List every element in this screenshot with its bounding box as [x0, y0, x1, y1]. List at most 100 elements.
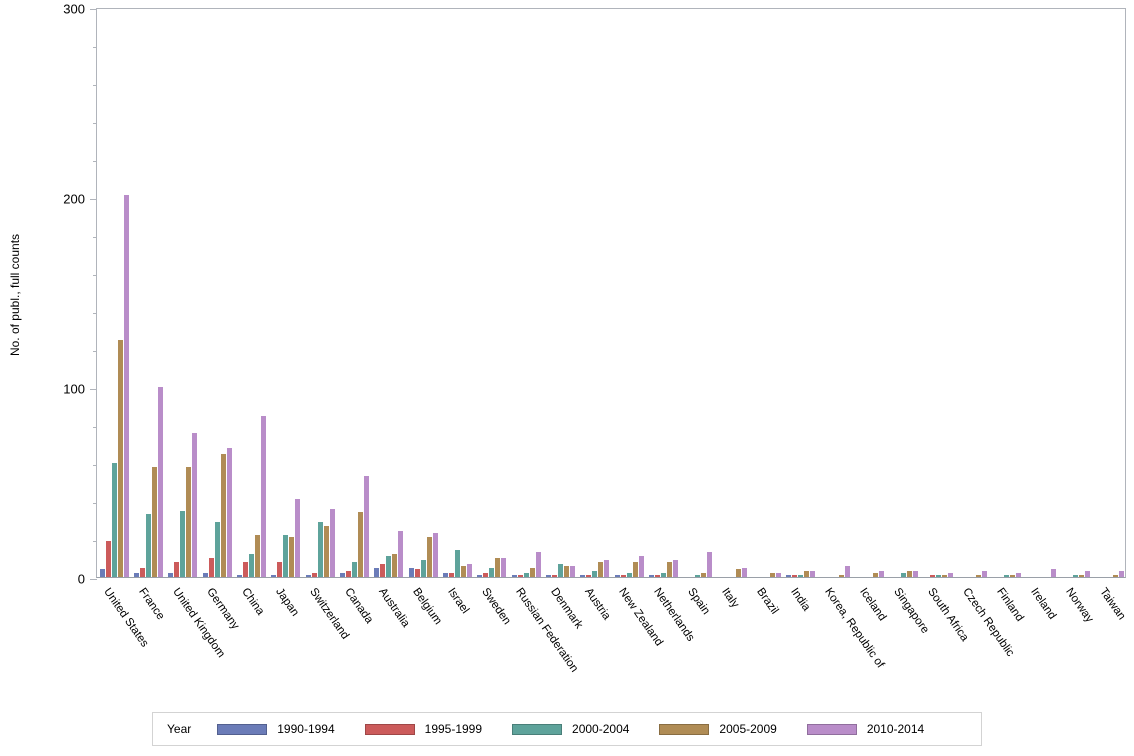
bar[interactable] — [580, 575, 586, 577]
bar[interactable] — [557, 563, 563, 577]
bar[interactable] — [151, 466, 157, 577]
bar[interactable] — [311, 573, 317, 577]
bar[interactable] — [133, 573, 139, 577]
bar[interactable] — [545, 575, 551, 577]
legend-item[interactable]: 2000-2004 — [512, 722, 629, 736]
bar[interactable] — [626, 573, 632, 577]
bar[interactable] — [586, 575, 592, 577]
bar[interactable] — [907, 571, 913, 577]
bar[interactable] — [563, 565, 569, 577]
bar[interactable] — [380, 563, 386, 577]
bar[interactable] — [592, 571, 598, 577]
bar[interactable] — [202, 573, 208, 577]
bar[interactable] — [654, 575, 660, 577]
bar[interactable] — [632, 561, 638, 577]
bar[interactable] — [295, 499, 301, 577]
bar[interactable] — [345, 571, 351, 577]
bar[interactable] — [271, 575, 277, 577]
bar[interactable] — [260, 415, 266, 577]
bar[interactable] — [913, 571, 919, 577]
bar[interactable] — [323, 525, 329, 577]
bar[interactable] — [117, 339, 123, 577]
bar[interactable] — [386, 556, 392, 577]
bar[interactable] — [844, 565, 850, 577]
bar[interactable] — [442, 573, 448, 577]
bar[interactable] — [741, 567, 747, 577]
bar[interactable] — [1113, 575, 1119, 577]
bar[interactable] — [192, 432, 198, 577]
bar[interactable] — [317, 521, 323, 577]
bar[interactable] — [477, 575, 483, 577]
bar[interactable] — [214, 521, 220, 577]
bar[interactable] — [392, 554, 398, 577]
bar[interactable] — [511, 575, 517, 577]
bar[interactable] — [804, 571, 810, 577]
bar[interactable] — [707, 552, 713, 577]
bar[interactable] — [248, 554, 254, 577]
bar[interactable] — [660, 573, 666, 577]
bar[interactable] — [236, 575, 242, 577]
bar[interactable] — [420, 559, 426, 577]
bar[interactable] — [1010, 575, 1016, 577]
bar[interactable] — [289, 537, 295, 577]
bar[interactable] — [351, 561, 357, 577]
bar[interactable] — [329, 508, 335, 577]
bar[interactable] — [1016, 573, 1022, 577]
bar[interactable] — [523, 573, 529, 577]
bar[interactable] — [786, 575, 792, 577]
bar[interactable] — [99, 569, 105, 577]
legend-item[interactable]: 2005-2009 — [659, 722, 777, 736]
bar[interactable] — [414, 569, 420, 577]
bar[interactable] — [489, 567, 495, 577]
bar[interactable] — [604, 559, 610, 577]
bar[interactable] — [810, 571, 816, 577]
bar[interactable] — [111, 463, 117, 577]
bar[interactable] — [339, 573, 345, 577]
bar[interactable] — [254, 535, 260, 577]
bar[interactable] — [157, 387, 163, 577]
bar[interactable] — [701, 573, 707, 577]
bar[interactable] — [139, 567, 145, 577]
bar[interactable] — [529, 567, 535, 577]
bar[interactable] — [672, 559, 678, 577]
bar[interactable] — [1078, 575, 1084, 577]
bar[interactable] — [448, 573, 454, 577]
bar[interactable] — [408, 567, 414, 577]
bar[interactable] — [432, 533, 438, 577]
bar[interactable] — [1119, 571, 1125, 577]
bar[interactable] — [535, 552, 541, 577]
bar[interactable] — [769, 573, 775, 577]
bar[interactable] — [398, 531, 404, 577]
bar[interactable] — [666, 561, 672, 577]
bar[interactable] — [775, 573, 781, 577]
bar[interactable] — [145, 514, 151, 577]
bar[interactable] — [426, 537, 432, 577]
bar[interactable] — [1084, 571, 1090, 577]
bar[interactable] — [981, 571, 987, 577]
bar[interactable] — [374, 567, 380, 577]
bar[interactable] — [941, 575, 947, 577]
legend-item[interactable]: 1990-1994 — [217, 722, 335, 736]
bar[interactable] — [792, 575, 798, 577]
bar[interactable] — [105, 540, 111, 577]
bar[interactable] — [186, 466, 192, 577]
bar[interactable] — [901, 573, 907, 577]
bar[interactable] — [620, 575, 626, 577]
legend-item[interactable]: 1995-1999 — [364, 722, 482, 736]
bar[interactable] — [735, 569, 741, 577]
bar[interactable] — [1050, 569, 1056, 577]
bar[interactable] — [569, 565, 575, 577]
bar[interactable] — [363, 476, 369, 577]
bar[interactable] — [838, 575, 844, 577]
bar[interactable] — [1004, 575, 1010, 577]
bar[interactable] — [220, 453, 226, 577]
bar[interactable] — [551, 575, 557, 577]
bar[interactable] — [305, 575, 311, 577]
bar[interactable] — [242, 561, 248, 577]
bar[interactable] — [517, 575, 523, 577]
bar[interactable] — [872, 573, 878, 577]
bar[interactable] — [614, 575, 620, 577]
bar[interactable] — [226, 447, 232, 577]
bar[interactable] — [174, 561, 180, 577]
bar[interactable] — [277, 561, 283, 577]
